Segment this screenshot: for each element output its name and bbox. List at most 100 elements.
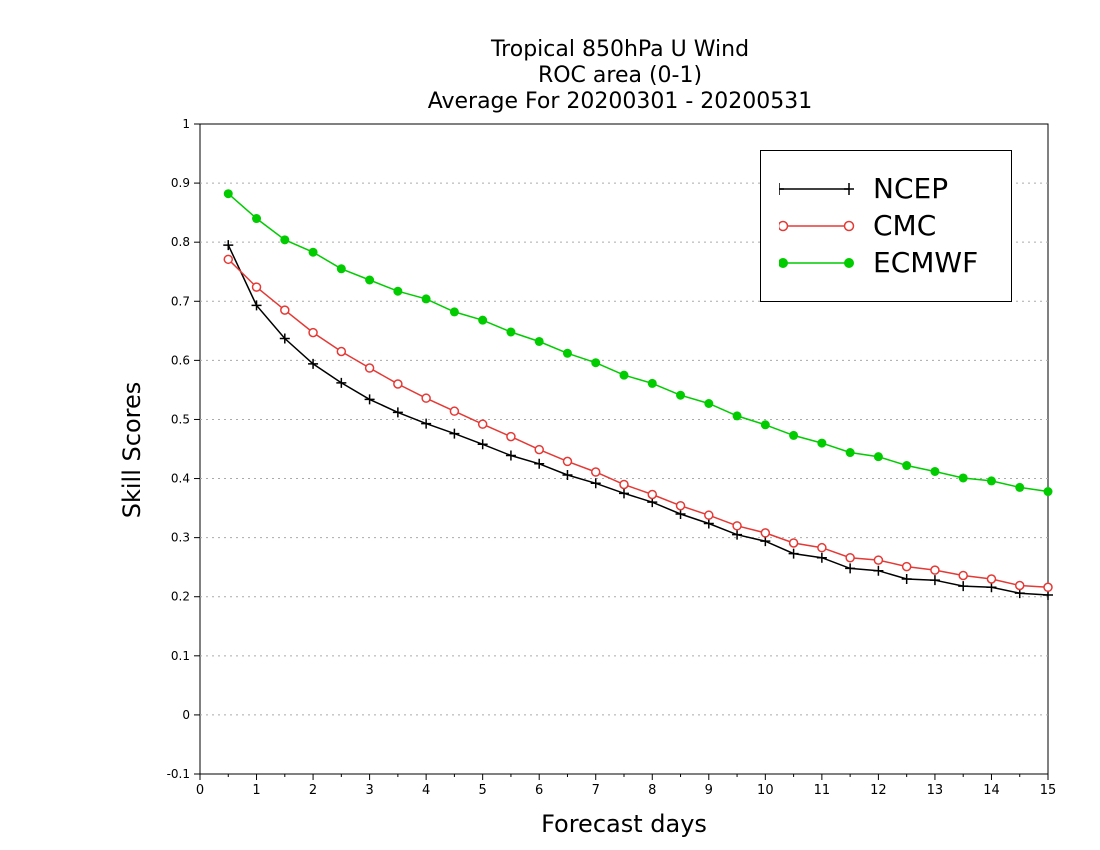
y-tick-label: 0.4 bbox=[171, 472, 190, 486]
legend-item-cmc: CMC bbox=[761, 208, 1011, 244]
point-ncep bbox=[421, 418, 432, 429]
point-ncep bbox=[958, 581, 969, 592]
x-tick-label: 15 bbox=[1040, 783, 1057, 798]
point-ecmwf bbox=[873, 452, 883, 462]
point-ncep bbox=[279, 333, 290, 344]
legend-label-ecmwf: ECMWF bbox=[873, 246, 979, 279]
point-ncep bbox=[760, 536, 771, 547]
point-ecmwf bbox=[1015, 482, 1025, 492]
x-tick-label: 7 bbox=[592, 783, 600, 798]
point-cmc bbox=[534, 444, 544, 455]
y-tick-label: 0.2 bbox=[171, 590, 190, 604]
x-tick-label: 9 bbox=[705, 783, 713, 798]
point-ncep bbox=[901, 574, 912, 584]
legend-label-cmc: CMC bbox=[873, 209, 937, 242]
point-cmc bbox=[590, 467, 601, 477]
y-tick-label: 0 bbox=[182, 708, 190, 722]
series-line-ecmwf bbox=[227, 193, 1049, 493]
series-line-cmc bbox=[227, 258, 1049, 589]
series-ecmwf bbox=[223, 189, 1053, 497]
legend-item-ncep: NCEP bbox=[761, 171, 1011, 207]
point-ncep bbox=[816, 552, 827, 563]
y-tick-label: 0.1 bbox=[171, 649, 190, 663]
point-ecmwf bbox=[449, 307, 459, 317]
point-ecmwf bbox=[619, 370, 629, 380]
point-ncep bbox=[251, 300, 262, 311]
y-tick-label: 0.3 bbox=[171, 531, 190, 545]
x-tick-label: 14 bbox=[983, 783, 1000, 798]
point-cmc bbox=[873, 555, 884, 565]
point-ncep bbox=[364, 394, 375, 405]
point-ecmwf bbox=[789, 430, 799, 440]
point-ecmwf bbox=[676, 390, 686, 400]
point-cmc bbox=[336, 346, 347, 357]
point-ecmwf bbox=[336, 264, 346, 274]
point-ncep bbox=[223, 240, 234, 251]
chart-title-line-2: ROC area (0-1) bbox=[537, 63, 703, 88]
x-tick-label: 4 bbox=[422, 783, 430, 798]
point-ecmwf bbox=[986, 476, 996, 486]
x-tick-label: 13 bbox=[927, 783, 944, 798]
point-cmc bbox=[223, 254, 234, 265]
point-ecmwf bbox=[562, 348, 572, 358]
point-cmc bbox=[788, 538, 799, 548]
point-cmc bbox=[393, 379, 403, 389]
legend-swatch-cmc bbox=[779, 220, 855, 232]
y-tick-label: -0.1 bbox=[167, 767, 190, 781]
y-axis-label: Skill Scores bbox=[118, 381, 146, 519]
legend: NCEP CMC ECMWF bbox=[760, 150, 1012, 302]
point-cmc bbox=[421, 393, 431, 403]
point-cmc bbox=[364, 363, 375, 373]
legend-swatch-ecmwf bbox=[779, 258, 854, 268]
point-ncep bbox=[873, 565, 884, 576]
grid-lines bbox=[200, 123, 1048, 716]
y-tick-label: 0.8 bbox=[171, 235, 190, 249]
point-ncep bbox=[308, 358, 319, 369]
chart-title-line-1: Tropical 850hPa U Wind bbox=[490, 37, 750, 62]
point-cmc bbox=[901, 561, 912, 572]
point-ecmwf bbox=[1043, 487, 1053, 497]
y-tick-label: 0.7 bbox=[171, 294, 190, 308]
x-tick-label: 10 bbox=[757, 783, 774, 798]
x-tick-label: 2 bbox=[309, 783, 317, 798]
point-ecmwf bbox=[958, 473, 968, 483]
point-ncep bbox=[845, 563, 856, 574]
point-cmc bbox=[477, 419, 488, 429]
point-cmc bbox=[1043, 582, 1053, 593]
point-cmc bbox=[647, 489, 658, 500]
point-ncep bbox=[336, 377, 347, 388]
point-ncep bbox=[562, 470, 573, 480]
point-ecmwf bbox=[732, 411, 742, 421]
point-ncep bbox=[703, 518, 714, 529]
point-ncep bbox=[929, 575, 940, 586]
point-ecmwf bbox=[393, 286, 403, 296]
point-ecmwf bbox=[845, 448, 855, 458]
x-tick-label: 5 bbox=[479, 783, 487, 798]
point-ecmwf bbox=[308, 247, 318, 257]
point-ecmwf bbox=[647, 378, 657, 388]
x-tick-label: 1 bbox=[252, 783, 260, 798]
series-layer bbox=[223, 189, 1053, 600]
point-ecmwf bbox=[478, 315, 488, 325]
point-cmc bbox=[251, 282, 262, 292]
x-tick-label: 0 bbox=[196, 783, 204, 798]
point-ncep bbox=[986, 582, 997, 593]
point-cmc bbox=[619, 479, 629, 490]
x-tick-label: 8 bbox=[648, 783, 656, 798]
point-ecmwf bbox=[534, 336, 544, 346]
point-cmc bbox=[845, 552, 855, 563]
axes: -0.100.10.20.30.40.50.60.70.80.910 1 2 3 4 5 6… bbox=[167, 117, 1057, 798]
point-cmc bbox=[449, 406, 460, 416]
legend-label-ncep: NCEP bbox=[873, 172, 949, 205]
point-ncep bbox=[619, 488, 629, 499]
point-ecmwf bbox=[902, 461, 912, 471]
point-cmc bbox=[760, 528, 771, 538]
point-cmc bbox=[817, 542, 827, 553]
point-ecmwf bbox=[365, 275, 375, 285]
point-ecmwf bbox=[817, 438, 827, 448]
series-ncep bbox=[223, 240, 1053, 600]
point-cmc bbox=[930, 565, 940, 575]
x-tick-label: 12 bbox=[870, 783, 887, 798]
y-tick-label: 1 bbox=[182, 117, 190, 131]
point-ecmwf bbox=[591, 358, 601, 368]
